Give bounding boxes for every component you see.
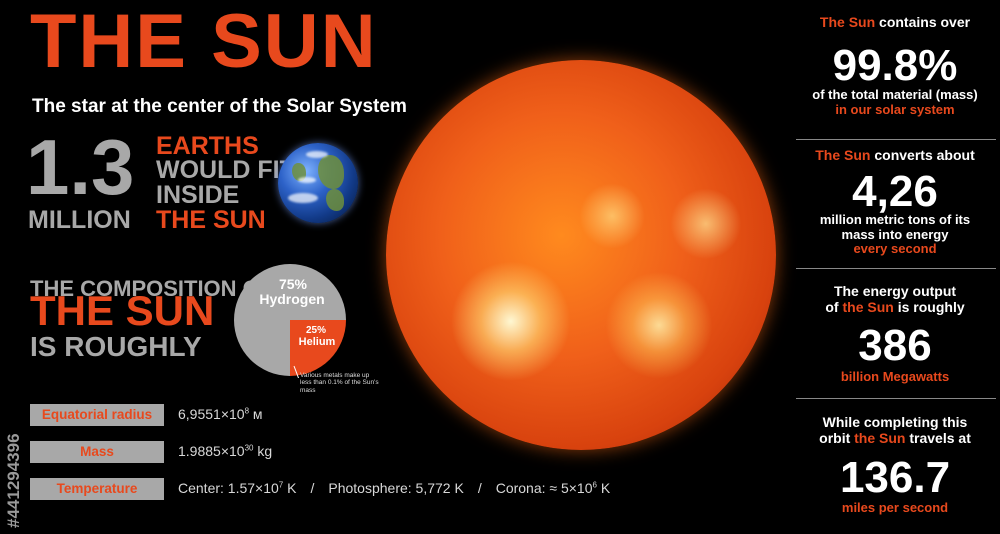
stock-id-watermark: #441294396 (0, 300, 36, 530)
composition-heading-line-3: IS ROUGHLY (30, 331, 202, 362)
fact-orbit-intro-1: While completing this (822, 414, 968, 430)
earth-cloud (306, 151, 328, 158)
fact-conversion-desc-3: every second (853, 241, 937, 257)
fact-output-intro: The energy output of the Sun is roughly (790, 283, 1000, 315)
temp-center-base: Center: 1.57×10 (178, 480, 279, 496)
fact-orbit-intro-2: orbit the Sun travels at (790, 430, 1000, 446)
fact-conversion-subject: The Sun (815, 147, 871, 163)
composition-heading-line-2: THE SUN (30, 287, 215, 334)
sun-image (386, 60, 776, 450)
fact-output-intro-1: The energy output (833, 283, 957, 299)
composition-pie-chart (234, 264, 346, 378)
fact-output-unit: billion Megawatts (840, 369, 950, 384)
fact-divider (796, 268, 996, 269)
fact-mass-description: of the total material (mass) in our sola… (790, 87, 1000, 117)
radius-value-unit: м (249, 406, 263, 422)
radius-value-exponent: 8 (244, 406, 250, 416)
temp-center-exponent: 7 (278, 480, 284, 490)
fact-orbit-subject: the Sun (854, 430, 906, 447)
metals-note: Various metals make up less than 0.1% of… (300, 372, 379, 394)
fact-output-value: 386 (858, 321, 932, 370)
earths-line-3: INSIDE (156, 181, 240, 209)
fact-divider (796, 139, 996, 140)
fact-output-subject: the Sun (842, 299, 894, 316)
radius-value-base: 6,9551×10 (178, 406, 245, 422)
fact-conversion-description: million metric tons of its mass into ene… (790, 212, 1000, 257)
temp-corona-exponent: 6 (592, 480, 597, 490)
earth-cloud (288, 193, 318, 203)
fact-output-intro-2: of the Sun is roughly (790, 299, 1000, 315)
fact-mass-value: 99.8% (832, 41, 958, 90)
property-label-mass: Mass (30, 441, 164, 463)
stock-id-text: #441294396 (4, 433, 23, 528)
pie-slice-helium (290, 320, 346, 376)
fact-mass-intro-text: contains over (875, 14, 971, 30)
fact-orbit-unit: miles per second (841, 500, 949, 515)
property-value-temperature: Center: 1.57×107 K / Photosphere: 5,772 K /… (178, 480, 610, 496)
earths-line-1: EARTHS (156, 132, 259, 160)
earth-continent (318, 155, 344, 189)
property-label-temperature: Temperature (30, 478, 164, 500)
temp-corona-base: Corona: ≈ 5×10 (495, 480, 593, 496)
page-title: THE SUN (30, 0, 378, 84)
page-subtitle: The star at the center of the Solar Syst… (32, 96, 407, 117)
fact-orbit-value: 136.7 (839, 453, 951, 502)
property-value-mass: 1.9885×1030 kg (178, 443, 272, 459)
earths-line-2: WOULD FIT (156, 156, 295, 184)
fact-mass-desc-1: of the total material (mass) (812, 87, 978, 102)
fact-mass-subject: The Sun (819, 14, 876, 30)
property-value-radius: 6,9551×108 м (178, 406, 263, 422)
fact-conversion-value: 4,26 (852, 167, 938, 216)
mass-value-exponent: 30 (244, 443, 254, 453)
fact-output-intro-2a: of (825, 299, 843, 316)
hydrogen-percent-label: 75% (278, 276, 308, 292)
earth-continent (292, 163, 306, 181)
metals-pointer-line (293, 365, 300, 378)
temp-corona-unit: K (596, 480, 611, 496)
fact-conversion-intro-text: converts about (870, 147, 975, 163)
earth-globe-image (278, 143, 358, 223)
hydrogen-label: Hydrogen (259, 291, 325, 307)
mass-value-base: 1.9885×10 (178, 443, 245, 459)
earths-line-4: THE SUN (156, 206, 266, 234)
temp-separator: / (477, 480, 482, 496)
fact-divider (796, 398, 996, 399)
earths-number: 1.3 (26, 123, 135, 211)
fact-mass-desc-2: in our solar system (835, 101, 955, 117)
earths-million-label: MILLION (28, 206, 131, 234)
fact-output-intro-2b: is roughly (893, 299, 965, 316)
composition-heading-line-1: THE COMPOSITION OF (30, 276, 274, 301)
fact-orbit-intro-2a: orbit (819, 430, 855, 447)
fact-conversion-intro: The Sun converts about (790, 147, 1000, 163)
fact-orbit-intro-2b: travels at (905, 430, 971, 447)
helium-percent-label: 25% (305, 325, 326, 336)
fact-mass-intro: The Sun contains over (790, 14, 1000, 30)
fact-orbit-intro: While completing this orbit the Sun trav… (790, 414, 1000, 446)
temp-center-unit: K (283, 480, 297, 496)
fact-conversion-desc-2: mass into energy (841, 226, 949, 242)
temp-photosphere: Photosphere: 5,772 K (328, 480, 464, 496)
fact-conversion-desc-1: million metric tons of its (819, 212, 971, 227)
earth-cloud (298, 177, 316, 183)
helium-label: Helium (298, 336, 336, 348)
mass-value-unit: kg (253, 443, 273, 459)
temp-separator: / (310, 480, 315, 496)
earth-continent (326, 189, 344, 211)
property-label-radius: Equatorial radius (30, 404, 164, 426)
